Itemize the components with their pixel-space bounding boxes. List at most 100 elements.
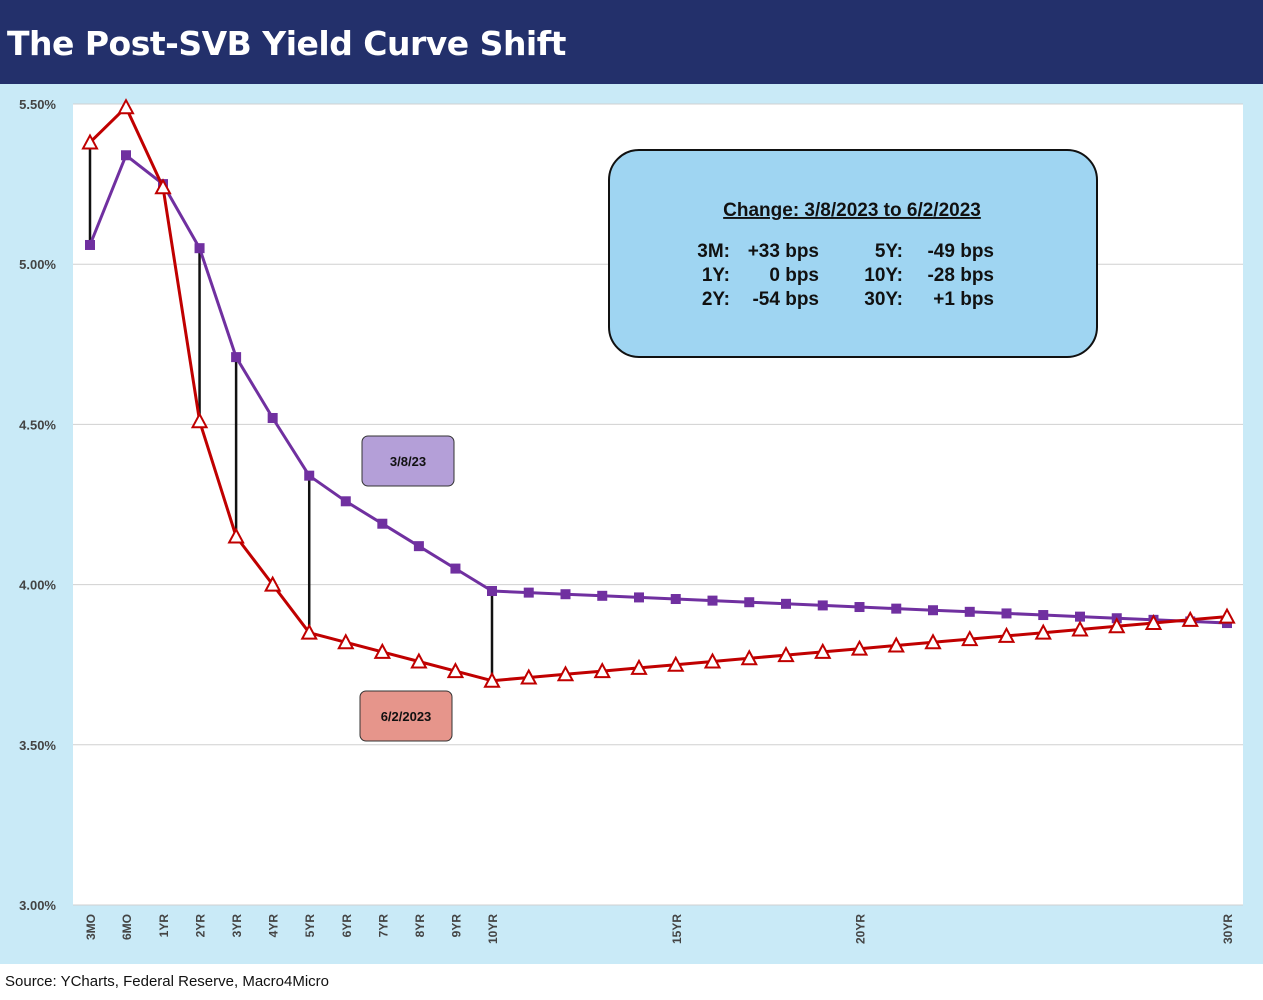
- data-point-3-8-23: [1075, 611, 1085, 622]
- data-point-3-8-23: [377, 518, 388, 529]
- data-point-3-8-23: [413, 541, 424, 552]
- data-point-3-8-23: [781, 598, 791, 609]
- y-tick-label: 4.50%: [19, 417, 56, 432]
- y-tick-label: 4.00%: [19, 578, 56, 593]
- data-point-6-2-2023: [777, 645, 795, 663]
- data-point-3-8-23: [854, 602, 865, 613]
- x-axis: 3MO 6MO 1YR 2YR 3YR 4YR 5YR 6YR 7YR 8YR 9YR 10YR 15Y…: [84, 914, 1235, 944]
- data-point-6-2-2023: [446, 661, 465, 679]
- data-point-3-8-23: [1001, 608, 1012, 619]
- x-tick-label: 15YR: [670, 914, 684, 944]
- x-tick-label: 2YR: [194, 914, 208, 938]
- annotation-box: Change: 3/8/2023 to 6/2/2023 3M: +33 bps…: [608, 149, 1098, 358]
- data-point-6-2-2023: [924, 633, 942, 650]
- annotation-row-2-value-b: -28 bps: [927, 265, 994, 286]
- data-point-3-8-23: [1038, 610, 1049, 621]
- chart-frame: 3.00% 3.50% 4.00% 4.50% 5.00% 5.50% 3MO 6MO 1YR…: [0, 84, 1263, 964]
- data-point-6-2-2023: [887, 636, 905, 653]
- data-point-3-8-23: [964, 606, 975, 617]
- series-line-3-8-23: [88, 153, 1228, 625]
- data-point-3-8-23: [707, 595, 718, 606]
- x-tick-label: 6MO: [120, 914, 134, 940]
- chart-title: The Post-SVB Yield Curve Shift: [7, 24, 566, 63]
- data-point-3-8-23: [597, 590, 608, 601]
- data-point-6-2-2023: [593, 661, 611, 679]
- annotation-row-3-label-b: 30Y:: [864, 289, 903, 310]
- data-point-6-2-2023: [1071, 620, 1089, 637]
- data-point-3-8-23: [891, 603, 902, 614]
- data-point-6-2-2023: [703, 652, 722, 669]
- title-bar: The Post-SVB Yield Curve Shift: [0, 0, 1263, 84]
- y-tick-label: 3.00%: [19, 898, 56, 913]
- data-point-6-2-2023: [1218, 607, 1236, 624]
- data-point-6-2-2023: [630, 658, 648, 675]
- data-point-6-2-2023: [961, 629, 979, 647]
- data-point-6-2-2023: [1108, 617, 1126, 634]
- x-tick-label: 5YR: [303, 914, 317, 938]
- data-point-6-2-2023: [997, 626, 1016, 643]
- data-point-6-2-2023: [520, 668, 538, 685]
- data-point-6-2-2023: [190, 412, 209, 429]
- annotation-row-3-value-b: +1 bps: [933, 289, 994, 310]
- annotation-row-1-label-a: 3M:: [697, 241, 730, 262]
- annotation-row-1-value-a: +33 bps: [748, 241, 819, 262]
- data-point-6-2-2023: [81, 133, 99, 150]
- data-point-3-8-23: [450, 563, 461, 574]
- annotation-row-2-label-a: 1Y:: [702, 265, 730, 286]
- x-tick-label: 20YR: [854, 914, 868, 944]
- series-label-3-8-23-text: 3/8/23: [390, 454, 426, 469]
- data-point-6-2-2023: [154, 178, 172, 195]
- data-point-3-8-23: [817, 600, 828, 611]
- annotation-row-1-label-b: 5Y:: [875, 241, 903, 262]
- data-point-6-2-2023: [227, 527, 245, 544]
- data-point-6-2-2023: [814, 642, 832, 659]
- data-point-6-2-2023: [1181, 610, 1199, 627]
- data-point-6-2-2023: [1034, 623, 1052, 640]
- series-line-6-2-2023: [88, 105, 1228, 683]
- y-tick-label: 5.00%: [19, 257, 56, 272]
- annotation-row-2-label-b: 10Y:: [864, 265, 903, 286]
- data-point-6-2-2023: [850, 639, 869, 656]
- data-point-6-2-2023: [117, 98, 135, 115]
- data-point-3-8-23: [194, 243, 205, 254]
- annotation-row-3-value-a: -54 bps: [752, 289, 819, 310]
- data-point-6-2-2023: [1144, 613, 1163, 631]
- data-point-6-2-2023: [300, 623, 318, 640]
- data-point-3-8-23: [340, 496, 351, 507]
- x-tick-label: 6YR: [340, 914, 354, 938]
- data-point-6-2-2023: [483, 671, 501, 688]
- annotation-row-2-value-a: 0 bps: [769, 265, 819, 286]
- data-point-3-8-23: [928, 605, 938, 616]
- x-tick-label: 3YR: [230, 914, 244, 938]
- x-tick-label: 1YR: [157, 914, 171, 938]
- annotation-row-1-value-b: -49 bps: [927, 241, 994, 262]
- data-point-6-2-2023: [263, 575, 282, 592]
- data-point-3-8-23: [523, 587, 534, 598]
- data-point-3-8-23: [560, 589, 571, 600]
- y-tick-label: 3.50%: [19, 738, 56, 753]
- series-label-3-8-23: 3/8/23: [361, 435, 455, 487]
- data-point-3-8-23: [487, 586, 497, 597]
- annotation-title: Change: 3/8/2023 to 6/2/2023: [723, 200, 981, 221]
- series-label-6-2-2023: 6/2/2023: [359, 690, 453, 742]
- data-point-3-8-23: [634, 592, 644, 603]
- data-point-6-2-2023: [667, 655, 685, 672]
- data-point-3-8-23: [85, 239, 95, 250]
- data-point-6-2-2023: [337, 633, 355, 650]
- yield-curve-chart: 3.00% 3.50% 4.00% 4.50% 5.00% 5.50% 3MO 6MO 1YR…: [19, 97, 1243, 944]
- annotation-row-3-label-a: 2Y:: [702, 289, 730, 310]
- x-tick-label: 8YR: [413, 914, 427, 938]
- y-tick-label: 5.50%: [19, 97, 56, 112]
- data-point-6-2-2023: [740, 649, 758, 666]
- data-point-3-8-23: [670, 594, 681, 605]
- x-tick-label: 4YR: [267, 914, 281, 938]
- change-lines: [88, 142, 494, 681]
- x-tick-label: 7YR: [376, 914, 390, 938]
- data-point-3-8-23: [121, 150, 131, 161]
- data-point-6-2-2023: [410, 652, 428, 669]
- x-tick-label: 3MO: [84, 914, 98, 940]
- y-axis: 3.00% 3.50% 4.00% 4.50% 5.00% 5.50%: [19, 97, 56, 913]
- x-tick-label: 9YR: [449, 914, 463, 938]
- x-tick-label: 10YR: [486, 914, 500, 944]
- data-point-6-2-2023: [556, 665, 575, 682]
